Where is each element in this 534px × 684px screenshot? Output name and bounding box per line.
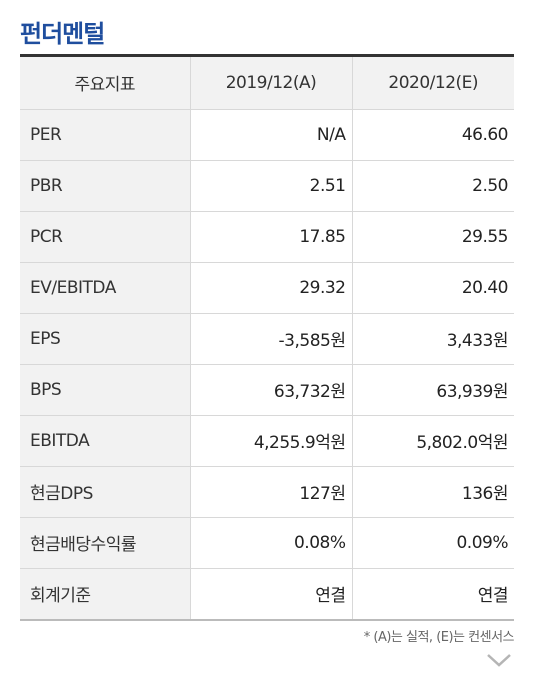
header-2019: 2019/12(A) xyxy=(189,57,352,110)
value-2019: 17.85 xyxy=(189,211,352,263)
value-2019: N/A xyxy=(189,109,352,161)
row-label: 현금DPS xyxy=(20,466,190,518)
header-2020: 2020/12(E) xyxy=(351,57,514,110)
table-row: EV/EBITDA 29.32 20.40 xyxy=(20,262,514,314)
row-label: EV/EBITDA xyxy=(20,262,190,314)
value-2020: 20.40 xyxy=(351,262,514,314)
value-2020: 63,939원 xyxy=(351,364,514,416)
value-2019: 127원 xyxy=(189,466,352,518)
fundamentals-table: 주요지표 2019/12(A) 2020/12(E) PER N/A 46.60… xyxy=(20,57,514,619)
footnote: * (A)는 실적, (E)는 컨센서스 xyxy=(363,630,515,645)
table-header-row: 주요지표 2019/12(A) 2020/12(E) xyxy=(20,57,514,110)
value-2020: 5,802.0억원 xyxy=(351,415,514,467)
value-2019: 29.32 xyxy=(189,262,352,314)
value-2020: 연결 xyxy=(351,568,514,619)
header-indicator: 주요지표 xyxy=(20,57,190,110)
table-row: EPS -3,585원 3,433원 xyxy=(20,313,514,365)
value-2020: 3,433원 xyxy=(351,313,514,365)
table-row: PBR 2.51 2.50 xyxy=(20,160,514,212)
value-2019: 0.08% xyxy=(189,517,352,569)
value-2020: 0.09% xyxy=(351,517,514,569)
table-row: 회계기준 연결 연결 xyxy=(20,568,514,619)
value-2019: 연결 xyxy=(189,568,352,619)
value-2020: 2.50 xyxy=(351,160,514,212)
section-title: 펀더멘털 xyxy=(20,20,105,48)
fundamentals-table-container: 주요지표 2019/12(A) 2020/12(E) PER N/A 46.60… xyxy=(20,54,514,621)
row-label: EBITDA xyxy=(20,415,190,467)
value-2019: -3,585원 xyxy=(189,313,352,365)
chevron-down-icon[interactable] xyxy=(486,652,512,668)
value-2020: 136원 xyxy=(351,466,514,518)
table-row: BPS 63,732원 63,939원 xyxy=(20,364,514,416)
row-label: 현금배당수익률 xyxy=(20,517,190,569)
value-2019: 2.51 xyxy=(189,160,352,212)
table-row: PCR 17.85 29.55 xyxy=(20,211,514,263)
table-row: 현금DPS 127원 136원 xyxy=(20,466,514,518)
row-label: BPS xyxy=(20,364,190,416)
row-label: PER xyxy=(20,109,190,161)
value-2020: 29.55 xyxy=(351,211,514,263)
table-row: EBITDA 4,255.9억원 5,802.0억원 xyxy=(20,415,514,467)
row-label: EPS xyxy=(20,313,190,365)
row-label: PBR xyxy=(20,160,190,212)
table-row: PER N/A 46.60 xyxy=(20,109,514,161)
value-2019: 63,732원 xyxy=(189,364,352,416)
table-row: 현금배당수익률 0.08% 0.09% xyxy=(20,517,514,569)
row-label: 회계기준 xyxy=(20,568,190,619)
value-2020: 46.60 xyxy=(351,109,514,161)
row-label: PCR xyxy=(20,211,190,263)
value-2019: 4,255.9억원 xyxy=(189,415,352,467)
